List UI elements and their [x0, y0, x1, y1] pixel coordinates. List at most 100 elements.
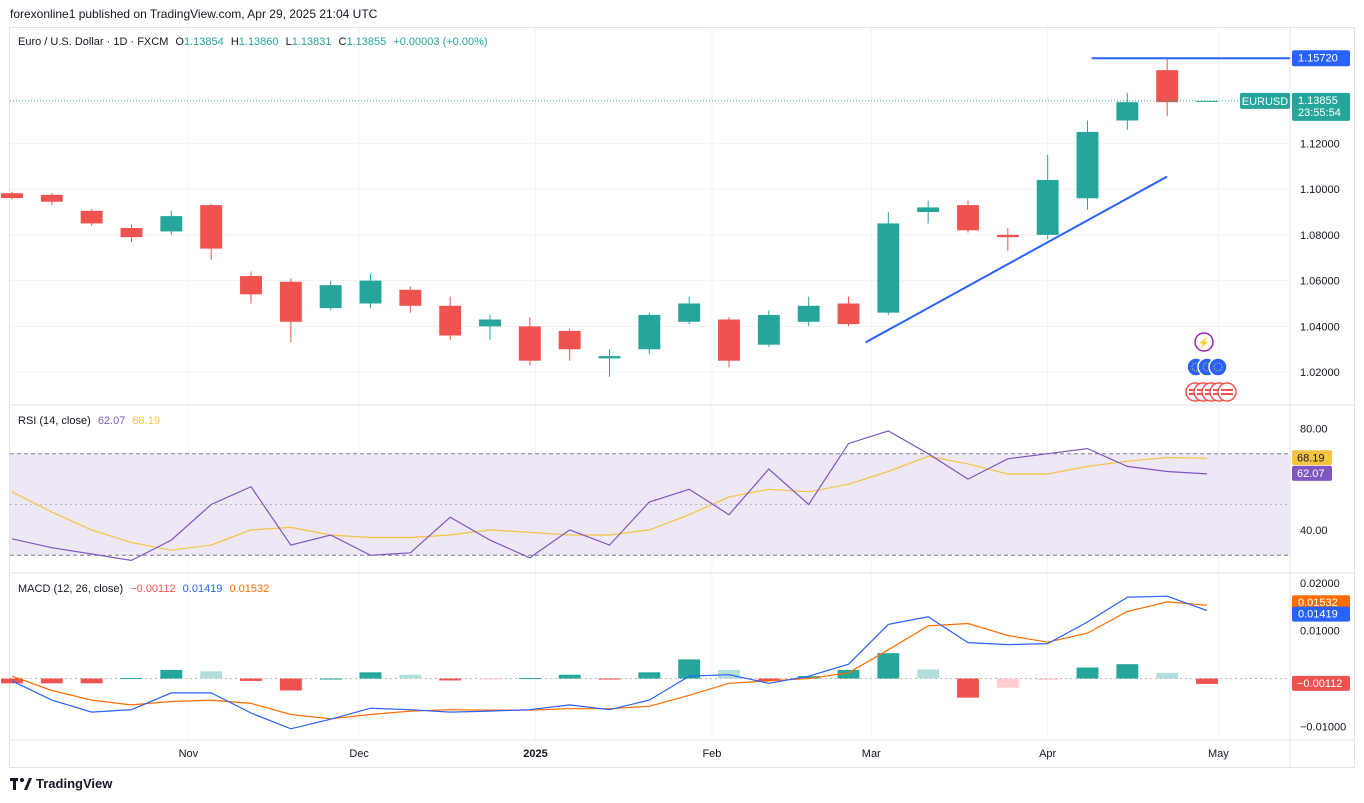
macd-signal-tag — [1292, 595, 1350, 611]
drawings[interactable] — [865, 57, 1290, 344]
candle-body[interactable] — [40, 194, 63, 202]
macd-histogram-bar[interactable] — [479, 678, 501, 680]
macd-histogram-bar[interactable] — [638, 672, 661, 679]
tradingview-logo-icon — [10, 777, 32, 790]
candle-body[interactable] — [518, 326, 541, 361]
candle-body[interactable] — [359, 280, 382, 304]
us-flag-event-icon[interactable] — [1217, 382, 1237, 402]
macd-histogram-bar[interactable] — [558, 674, 581, 679]
macd-histogram-bar[interactable] — [757, 678, 780, 681]
macd-histogram-bar[interactable] — [359, 672, 382, 679]
candle-body[interactable] — [996, 234, 1019, 238]
candle-body[interactable] — [598, 356, 621, 359]
symbol-label[interactable]: Euro / U.S. Dollar · 1D · FXCM — [18, 36, 169, 48]
rsi-ma-value: 68.19 — [132, 415, 160, 427]
macd-axis-label: 0.01000 — [1300, 626, 1340, 638]
candle-body[interactable] — [1, 193, 23, 199]
macd-hist-value: −0.00112 — [130, 583, 176, 595]
candle-body[interactable] — [757, 314, 780, 345]
main-legend[interactable]: Euro / U.S. Dollar · 1D · FXCM O1.13854 … — [18, 36, 492, 48]
candle-body[interactable] — [80, 210, 103, 224]
open-value: 1.13854 — [183, 36, 224, 48]
macd-histogram-bar[interactable] — [1116, 664, 1139, 679]
macd-legend[interactable]: MACD (12, 26, close) −0.00112 0.01419 0.… — [18, 583, 273, 595]
candle-body[interactable] — [479, 319, 501, 327]
macd-histogram-bar[interactable] — [1196, 678, 1218, 684]
macd-histogram-bar[interactable] — [1036, 678, 1059, 680]
candle-body[interactable] — [1036, 179, 1059, 235]
time-axis-label: 2025 — [523, 748, 547, 760]
macd-histogram-bar[interactable] — [1156, 672, 1179, 679]
eu-flag-event-icon[interactable] — [1208, 357, 1228, 377]
candle-body[interactable] — [240, 276, 262, 295]
rsi-legend[interactable]: RSI (14, close) 62.07 68.19 — [18, 415, 164, 427]
time-axis-label: May — [1208, 748, 1229, 760]
rsi-title[interactable]: RSI (14, close) — [18, 415, 91, 427]
resistance-price-tag-text: 1.15720 — [1298, 52, 1338, 64]
time-axis-label: Mar — [862, 748, 881, 760]
price-axis-label: 1.06000 — [1300, 276, 1340, 288]
us-flag-stripe — [1221, 389, 1233, 391]
macd-histogram-bar[interactable] — [957, 678, 979, 698]
candle-body[interactable] — [797, 305, 820, 322]
candle-body[interactable] — [837, 303, 860, 325]
publish-caption: forexonline1 published on TradingView.co… — [10, 7, 378, 21]
macd-histogram-bar[interactable] — [1076, 667, 1099, 679]
candle-body[interactable] — [917, 207, 940, 212]
macd-histogram-bar[interactable] — [399, 674, 422, 679]
candle-body[interactable] — [718, 319, 740, 361]
rsi-pane[interactable] — [10, 430, 1290, 562]
macd-histogram-bar[interactable] — [319, 678, 342, 680]
macd-histogram-bar[interactable] — [279, 678, 302, 691]
candle-body[interactable] — [399, 289, 422, 306]
time-axis-label: Feb — [702, 748, 721, 760]
macd-histogram-bar[interactable] — [518, 678, 541, 680]
macd-hist-tag-text: −0.00112 — [1297, 678, 1342, 690]
candle-body[interactable] — [160, 216, 183, 232]
price-pane[interactable] — [1, 58, 1290, 377]
macd-histogram-bar[interactable] — [200, 671, 223, 679]
candle-body[interactable] — [638, 314, 661, 350]
candle-body[interactable] — [120, 228, 143, 238]
macd-histogram-bar[interactable] — [40, 678, 63, 684]
candle-body[interactable] — [279, 281, 302, 322]
tradingview-logo[interactable]: TradingView — [10, 776, 112, 791]
macd-histogram-bar[interactable] — [917, 669, 940, 679]
macd-histogram-bar[interactable] — [439, 678, 462, 681]
candle-body[interactable] — [877, 223, 900, 313]
macd-line[interactable] — [11, 595, 1208, 730]
price-axis-label: 1.02000 — [1300, 367, 1340, 379]
candle-body[interactable] — [439, 305, 462, 336]
macd-histogram-bar[interactable] — [837, 669, 860, 679]
macd-histogram-bar[interactable] — [80, 678, 103, 684]
candle-body[interactable] — [957, 205, 979, 231]
chart-frame[interactable] — [9, 27, 1355, 768]
candle-body[interactable] — [200, 205, 223, 249]
candle-body[interactable] — [1116, 102, 1139, 121]
macd-histogram-bar[interactable] — [877, 653, 900, 679]
macd-histogram-bar[interactable] — [996, 678, 1019, 688]
macd-histogram-bar[interactable] — [240, 678, 262, 681]
macd-signal-line[interactable] — [11, 601, 1208, 720]
macd-histogram-bar[interactable] — [160, 669, 183, 679]
macd-histogram-bar[interactable] — [598, 678, 621, 680]
candle-body[interactable] — [558, 330, 581, 350]
macd-line-tag-text: 0.01419 — [1298, 609, 1338, 621]
rsi-axis-label: 40.00 — [1300, 525, 1328, 537]
macd-histogram-bar[interactable] — [120, 678, 143, 680]
macd-pane[interactable] — [1, 595, 1290, 730]
candle-body[interactable] — [319, 285, 342, 309]
rising-trendline[interactable] — [865, 175, 1168, 344]
macd-histogram-bar[interactable] — [678, 659, 701, 679]
rsi-ma-line[interactable] — [11, 455, 1208, 551]
event-icons[interactable]: ⚡ — [1185, 332, 1237, 402]
bolt-event-icon[interactable] — [1194, 332, 1214, 352]
macd-title[interactable]: MACD (12, 26, close) — [18, 583, 124, 595]
candle-body[interactable] — [1076, 131, 1099, 199]
us-flag-stripe — [1221, 393, 1233, 395]
candle-body[interactable] — [678, 303, 701, 322]
rsi-line[interactable] — [11, 430, 1208, 562]
macd-histogram-bar[interactable] — [797, 676, 820, 679]
candle-body[interactable] — [1156, 70, 1179, 103]
